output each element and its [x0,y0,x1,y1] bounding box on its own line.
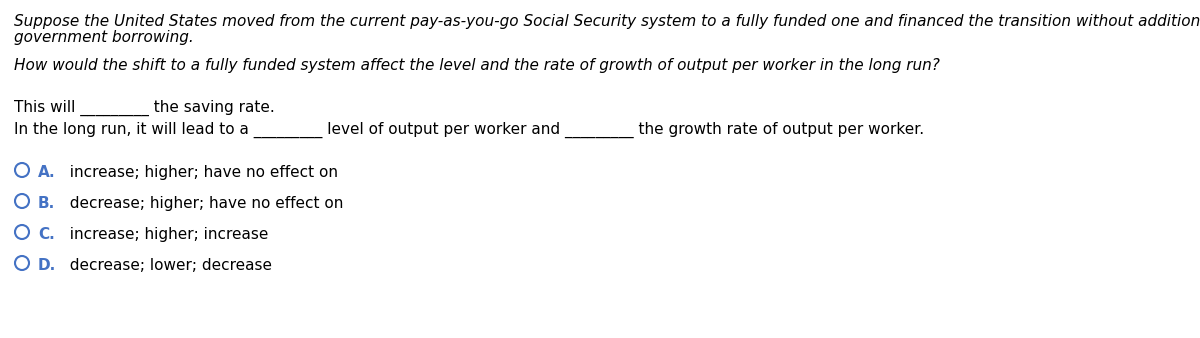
Text: B.: B. [38,196,55,211]
Text: This will _________ the saving rate.: This will _________ the saving rate. [14,100,275,116]
Text: decrease; lower; decrease: decrease; lower; decrease [60,258,272,273]
Text: How would the shift to a fully funded system affect the level and the rate of gr: How would the shift to a fully funded sy… [14,58,940,73]
Text: Suppose the United States moved from the current pay-as-you-go Social Security s: Suppose the United States moved from the… [14,14,1200,29]
Text: In the long run, it will lead to a _________ level of output per worker and ____: In the long run, it will lead to a _____… [14,122,924,138]
Text: C.: C. [38,227,55,242]
Text: increase; higher; increase: increase; higher; increase [60,227,269,242]
Text: D.: D. [38,258,56,273]
Text: A.: A. [38,165,55,180]
Text: government borrowing.: government borrowing. [14,30,193,45]
Text: increase; higher; have no effect on: increase; higher; have no effect on [60,165,338,180]
Text: decrease; higher; have no effect on: decrease; higher; have no effect on [60,196,343,211]
